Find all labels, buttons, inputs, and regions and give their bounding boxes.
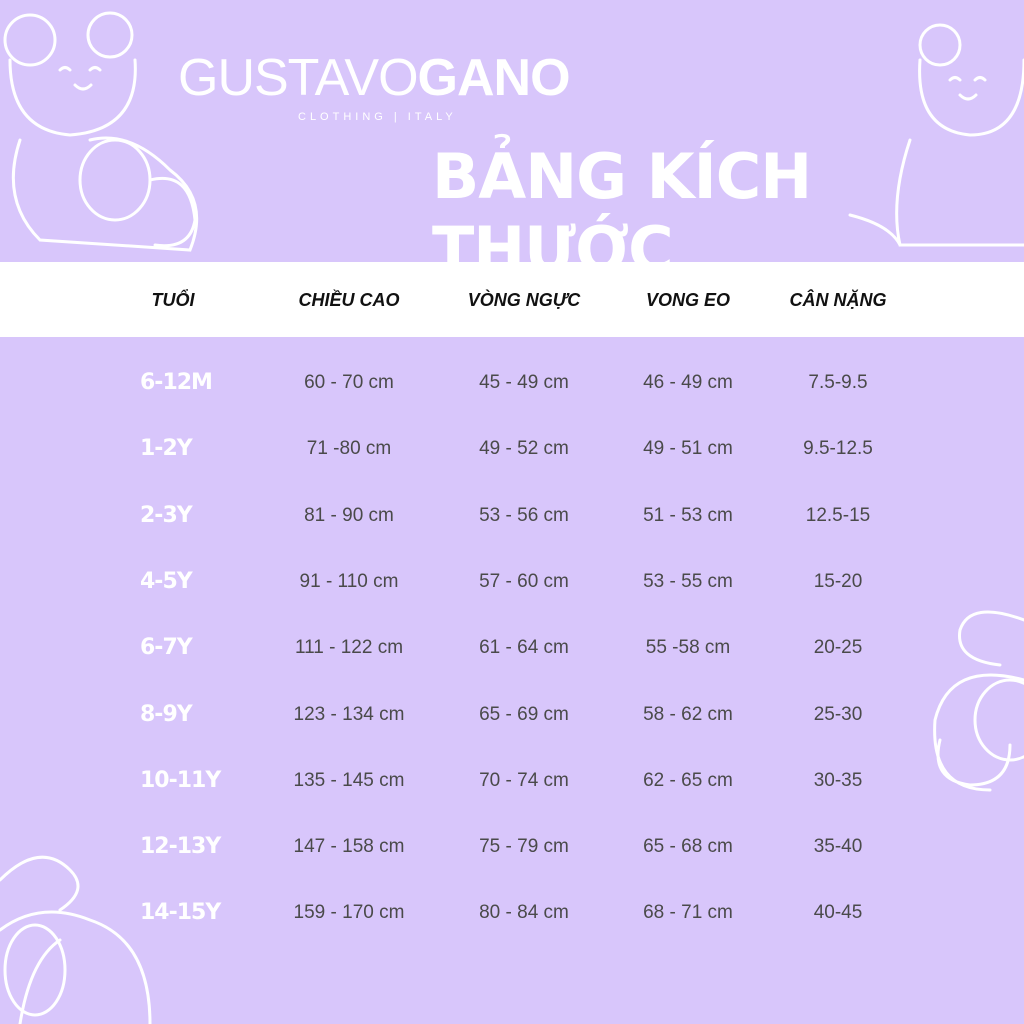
height-cell: 135 - 145 cm xyxy=(293,769,405,791)
weight-cell: 20-25 xyxy=(813,637,863,659)
table-row: 12-13Y 147 - 158 cm 75 - 79 cm 65 - 68 cm 35… xyxy=(0,834,1024,864)
table-header: TUỔI CHIỀU CAO VÒNG NGỰC VONG EO CÂN NẶN… xyxy=(0,262,1024,337)
header-age: TUỔI xyxy=(151,290,195,310)
height-cell: 81 - 90 cm xyxy=(304,504,394,526)
height-cell: 123 - 134 cm xyxy=(293,703,405,725)
weight-cell: 30-35 xyxy=(813,769,863,791)
table-row: 4-5Y 91 - 110 cm 57 - 60 cm 53 - 55 cm 15-20 xyxy=(0,569,1024,599)
height-cell: 91 - 110 cm xyxy=(299,570,399,592)
brand-tagline: CLOTHING | ITALY xyxy=(298,111,457,123)
weight-cell: 40-45 xyxy=(813,902,863,924)
weight-cell: 7.5-9.5 xyxy=(808,372,868,393)
chest-cell: 53 - 56 cm xyxy=(479,504,569,526)
header-weight: CÂN NẶNG xyxy=(789,290,887,310)
age-cell: 2-3Y xyxy=(140,502,193,528)
waist-cell: 68 - 71 cm xyxy=(643,902,733,924)
age-cell: 12-13Y xyxy=(140,834,221,860)
waist-cell: 65 - 68 cm xyxy=(643,836,733,858)
table-row: 2-3Y 81 - 90 cm 53 - 56 cm 51 - 53 cm 12.5-1… xyxy=(0,503,1024,533)
age-cell: 10-11Y xyxy=(140,767,221,793)
chest-cell: 61 - 64 cm xyxy=(479,637,569,659)
age-cell: 6-7Y xyxy=(140,635,193,661)
age-cell: 14-15Y xyxy=(140,900,221,926)
waist-cell: 53 - 55 cm xyxy=(643,570,733,592)
waist-cell: 46 - 49 cm xyxy=(643,372,733,393)
waist-cell: 49 - 51 cm xyxy=(643,438,733,460)
height-cell: 71 -80 cm xyxy=(306,438,392,460)
chest-cell: 65 - 69 cm xyxy=(479,703,569,725)
header-chest: VÒNG NGỰC xyxy=(467,290,581,310)
table-row: 14-15Y 159 - 170 cm 80 - 84 cm 68 - 71 cm 40… xyxy=(0,900,1024,930)
weight-cell: 9.5-12.5 xyxy=(803,438,873,460)
chest-cell: 45 - 49 cm xyxy=(479,372,569,393)
waist-cell: 51 - 53 cm xyxy=(643,504,733,526)
height-cell: 60 - 70 cm xyxy=(304,372,394,393)
waist-cell: 55 -58 cm xyxy=(645,637,731,659)
chest-cell: 49 - 52 cm xyxy=(479,438,569,460)
table-row: 8-9Y 123 - 134 cm 65 - 69 cm 58 - 62 cm 25-3… xyxy=(0,702,1024,732)
height-cell: 159 - 170 cm xyxy=(293,902,405,924)
table-row: 10-11Y 135 - 145 cm 70 - 74 cm 62 - 65 cm 30… xyxy=(0,768,1024,798)
weight-cell: 25-30 xyxy=(813,703,863,725)
brand-name-bold: GANO xyxy=(417,49,571,107)
brand-name-light: GUSTAVO xyxy=(178,49,419,107)
age-cell: 8-9Y xyxy=(140,701,193,727)
waist-cell: 58 - 62 cm xyxy=(643,703,733,725)
age-cell: 6-12M xyxy=(140,370,213,395)
height-cell: 111 - 122 cm xyxy=(294,637,404,659)
chest-cell: 80 - 84 cm xyxy=(479,902,569,924)
table-row: 1-2Y 71 -80 cm 49 - 52 cm 49 - 51 cm 9.5-12.… xyxy=(0,436,1024,466)
header-height: CHIỀU CAO xyxy=(298,290,400,310)
chest-cell: 57 - 60 cm xyxy=(479,570,569,592)
age-cell: 4-5Y xyxy=(140,568,193,594)
weight-cell: 35-40 xyxy=(813,836,863,858)
chest-cell: 70 - 74 cm xyxy=(479,769,569,791)
table-row: 6-7Y 111 - 122 cm 61 - 64 cm 55 -58 cm 20-25 xyxy=(0,635,1024,665)
waist-cell: 62 - 65 cm xyxy=(643,769,733,791)
chest-cell: 75 - 79 cm xyxy=(479,836,569,858)
age-cell: 1-2Y xyxy=(140,436,193,462)
header-waist: VONG EO xyxy=(645,290,731,310)
height-cell: 147 - 158 cm xyxy=(293,836,405,858)
weight-cell: 12.5-15 xyxy=(805,504,871,526)
brand-logo: GUSTAVOGANO xyxy=(178,49,571,107)
table-row: 6-12M 60 - 70 cm 45 - 49 cm 46 - 49 cm 7.5-9… xyxy=(0,370,1024,400)
weight-cell: 15-20 xyxy=(813,570,863,592)
